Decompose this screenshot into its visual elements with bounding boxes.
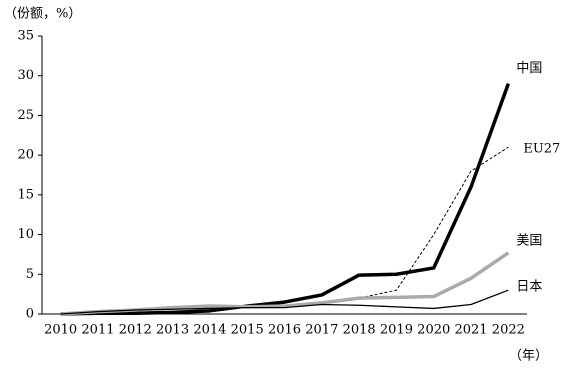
series-label: EU27 (523, 142, 560, 157)
x-tick-label: 2015 (231, 323, 264, 338)
x-tick-label: 2022 (492, 323, 525, 338)
series-label: 美国 (516, 233, 542, 248)
x-tick-label: 2010 (44, 323, 77, 338)
y-tick-label: 5 (26, 267, 34, 282)
series-line (60, 83, 510, 316)
series-line (60, 289, 509, 315)
y-tick-label: 35 (17, 29, 34, 44)
x-tick-label: 2014 (193, 323, 226, 338)
x-tick-label: 2013 (156, 323, 189, 338)
series-label: 中国 (516, 61, 542, 76)
y-tick-label: 20 (17, 148, 34, 163)
x-tick-label: 2016 (268, 323, 301, 338)
y-tick-label: 25 (17, 108, 34, 123)
y-tick-label: 15 (17, 187, 34, 202)
x-tick-label: 2020 (417, 323, 450, 338)
y-tick-label: 30 (17, 68, 34, 83)
series-line (60, 251, 510, 316)
x-tick-label: 2017 (305, 323, 338, 338)
x-tick-label: 2011 (81, 323, 114, 338)
y-tick-label: 0 (26, 307, 34, 322)
series-label: 日本 (516, 280, 542, 295)
x-tick-label: 2018 (343, 323, 376, 338)
y-axis-label: （份额，%） (4, 7, 81, 22)
y-tick-label: 10 (17, 227, 34, 242)
x-tick-label: 2021 (454, 323, 487, 338)
x-axis-label: （年） (509, 349, 548, 364)
series-line (60, 146, 509, 315)
x-tick-label: 2019 (380, 323, 413, 338)
x-tick-label: 2012 (119, 323, 152, 338)
